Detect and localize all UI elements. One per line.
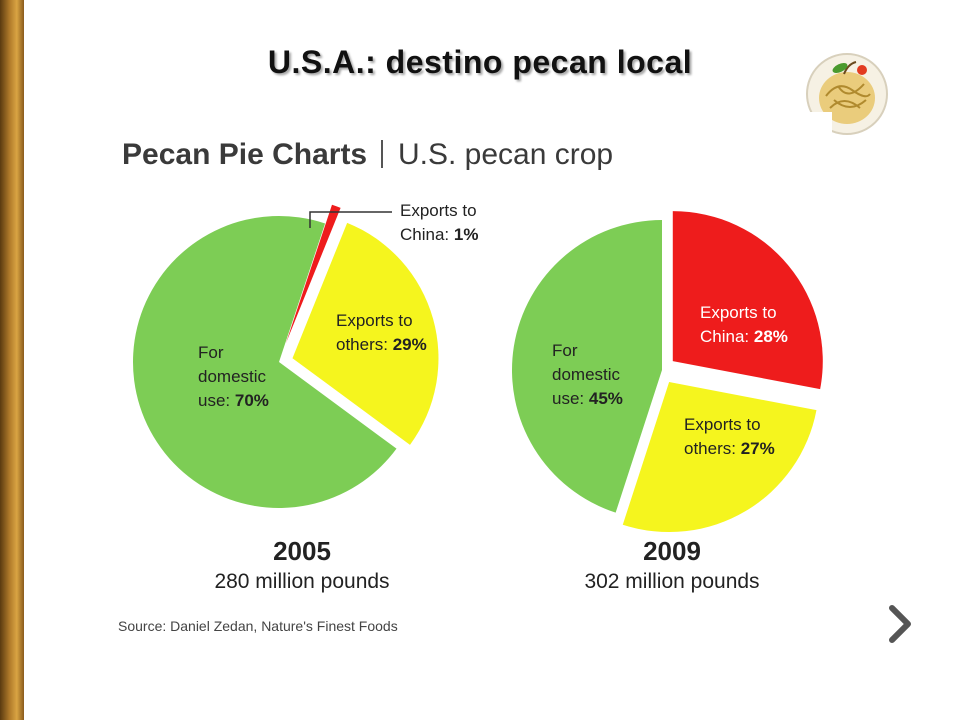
pie-2005-slice-0 bbox=[285, 204, 341, 344]
chart-subtitle: U.S. pecan crop bbox=[398, 138, 613, 171]
pie-2005-label-2: For domestic use: 70% bbox=[198, 343, 269, 410]
pie-2005-leader-line-0 bbox=[309, 211, 392, 228]
decorative-side-bar bbox=[0, 0, 24, 720]
pie-2009-slice-1 bbox=[622, 382, 817, 533]
pie-2005-total-label: 280 million pounds bbox=[214, 570, 389, 593]
pie-2005-slice-2 bbox=[133, 216, 397, 508]
pie-2009-label-1: Exports to others: 27% bbox=[684, 415, 775, 458]
chart-title: Pecan Pie Charts bbox=[122, 138, 367, 171]
pie-2005-label-1: Exports to others: 29% bbox=[336, 311, 427, 354]
pie-2009-label-0: Exports to China: 28% bbox=[700, 303, 788, 346]
pie-2005-label-0: Exports to China: 1% bbox=[400, 201, 478, 244]
pie-2009-slice-0 bbox=[672, 211, 823, 390]
chart-source: Source: Daniel Zedan, Nature's Finest Fo… bbox=[118, 618, 398, 634]
pie-2009-year-label: 2009 bbox=[643, 536, 701, 566]
pecan-pie-charts: Pecan Pie Charts U.S. pecan crop Exports… bbox=[116, 112, 832, 634]
pie-2009-total-label: 302 million pounds bbox=[584, 570, 759, 593]
pie-2005-slice-1 bbox=[292, 222, 439, 445]
pies-group: Exports to China: 1% Exports to others: 29%… bbox=[133, 201, 823, 593]
pie-2009-label-2: For domestic use: 45% bbox=[552, 341, 623, 408]
slide-title: U.S.A.: destino pecan local bbox=[267, 44, 693, 80]
pie-2005-year-label: 2005 bbox=[273, 536, 331, 566]
pie-2009-slice-2 bbox=[512, 220, 662, 513]
chevron-right-icon[interactable] bbox=[880, 596, 920, 652]
